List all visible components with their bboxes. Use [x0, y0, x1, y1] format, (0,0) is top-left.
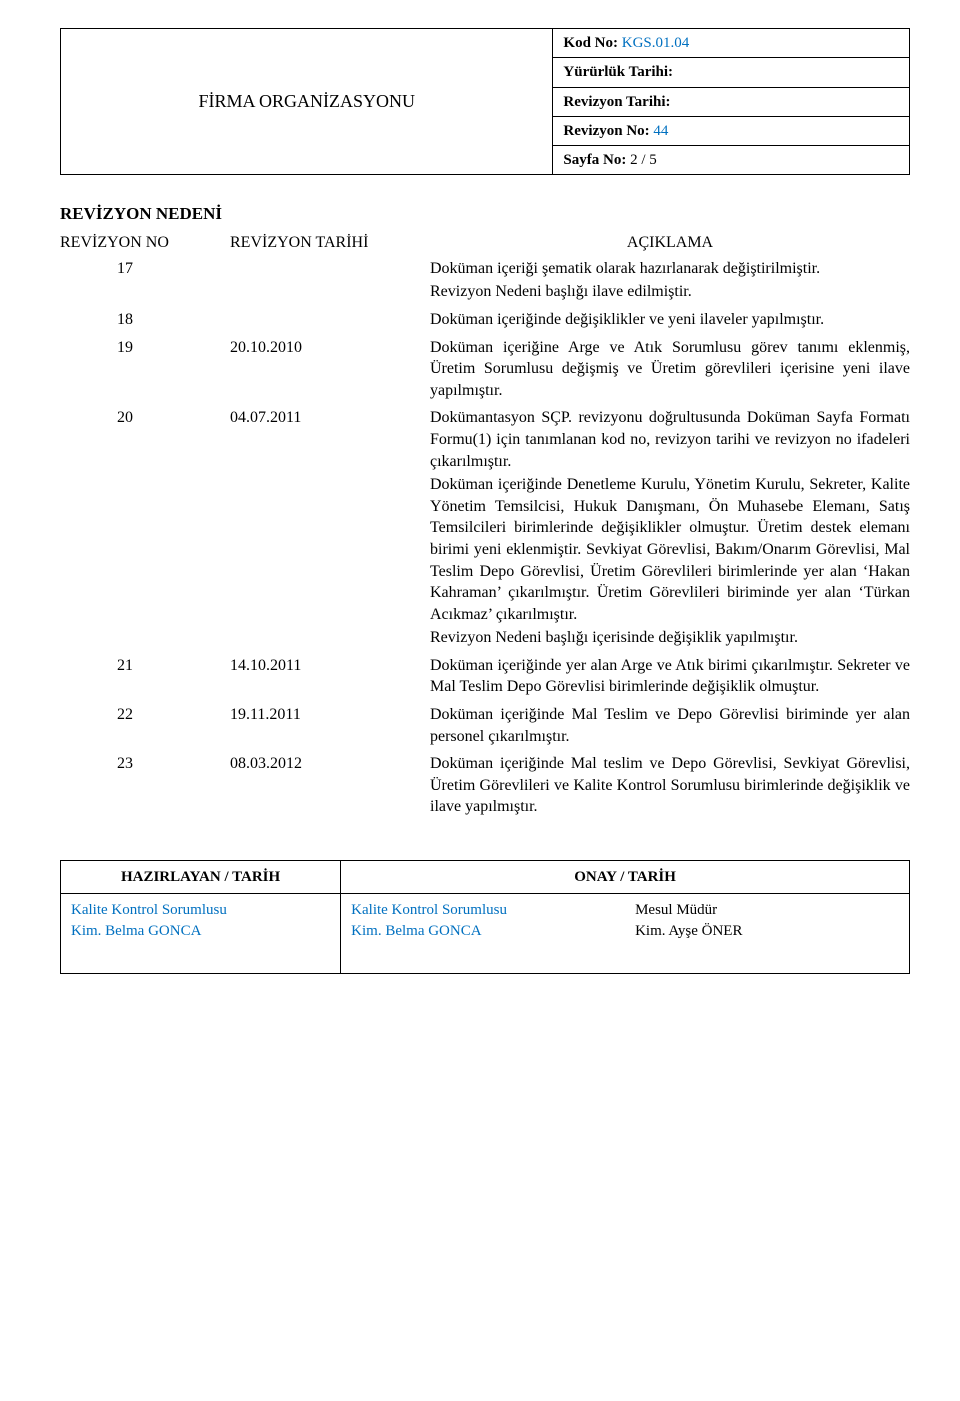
header-value: KGS.01.04	[622, 35, 690, 51]
rev-desc: Doküman içeriğinde Mal teslim ve Depo Gö…	[430, 753, 910, 820]
rev-date: 19.11.2011	[230, 704, 430, 749]
revision-table: REVİZYON NO REVİZYON TARİHİ AÇIKLAMA 17 D…	[60, 232, 910, 820]
rev-date: 14.10.2011	[230, 655, 430, 700]
header-label: Kod No:	[563, 35, 621, 51]
footer-right-role: Mesul Müdür	[635, 900, 899, 920]
rev-desc: Doküman içeriğinde değişiklikler ve yeni…	[430, 309, 910, 333]
header-meta-cell: Kod No: KGS.01.04 Yürürlük Tarihi: Reviz…	[553, 29, 910, 175]
footer-left-cell: Kalite Kontrol Sorumlusu Kim. Belma GONC…	[61, 894, 341, 974]
rev-desc: Doküman içeriği şematik olarak hazırlana…	[430, 258, 910, 305]
footer-left-role: Kalite Kontrol Sorumlusu	[71, 900, 330, 920]
rev-no: 17	[60, 258, 230, 305]
footer-left-name: Kim. Belma GONCA	[71, 921, 330, 941]
header-value: 2 / 5	[630, 152, 657, 168]
rev-date	[230, 258, 430, 305]
header-row-revtarih: Revizyon Tarihi:	[553, 87, 909, 116]
table-row: 18 Doküman içeriğinde değişiklikler ve ye…	[60, 309, 910, 333]
footer-mid-name: Kim. Belma GONCA	[351, 921, 615, 941]
footer-mid-cell: Kalite Kontrol Sorumlusu Kim. Belma GONC…	[341, 894, 625, 947]
header-label: Sayfa No:	[563, 152, 630, 168]
rev-no: 22	[60, 704, 230, 749]
col-header-desc: AÇIKLAMA	[430, 232, 910, 254]
footer-mid-role: Kalite Kontrol Sorumlusu	[351, 900, 615, 920]
header-value: 44	[653, 123, 668, 139]
rev-desc: Doküman içeriğinde yer alan Arge ve Atık…	[430, 655, 910, 700]
table-row: 2114.10.2011Doküman içeriğinde yer alan …	[60, 655, 910, 700]
table-row: 1920.10.2010Doküman içeriğine Arge ve At…	[60, 337, 910, 404]
col-header-date: REVİZYON TARİHİ	[230, 232, 430, 254]
header-meta-table: Kod No: KGS.01.04 Yürürlük Tarihi: Reviz…	[553, 29, 909, 174]
rev-desc: Doküman içeriğine Arge ve Atık Sorumlusu…	[430, 337, 910, 404]
rev-no: 23	[60, 753, 230, 820]
table-row: 17 Doküman içeriği şematik olarak hazırla…	[60, 258, 910, 305]
header-row-kodno: Kod No: KGS.01.04	[553, 29, 909, 58]
footer-right-cell: Kalite Kontrol Sorumlusu Kim. Belma GONC…	[341, 894, 910, 974]
header-row-yururluk: Yürürlük Tarihi:	[553, 58, 909, 87]
header-label: Revizyon Tarihi:	[563, 94, 670, 110]
document-header: FİRMA ORGANİZASYONU Kod No: KGS.01.04 Yü…	[60, 28, 910, 175]
col-header-no: REVİZYON NO	[60, 232, 230, 254]
footer-left-head: HAZIRLAYAN / TARİH	[61, 861, 341, 894]
header-title: FİRMA ORGANİZASYONU	[198, 91, 415, 111]
header-label: Yürürlük Tarihi:	[563, 64, 673, 80]
revision-header-row: REVİZYON NO REVİZYON TARİHİ AÇIKLAMA	[60, 232, 910, 254]
footer-table: HAZIRLAYAN / TARİH ONAY / TARİH Kalite K…	[60, 860, 910, 974]
table-row: 2308.03.2012Doküman içeriğinde Mal tesli…	[60, 753, 910, 820]
rev-no: 18	[60, 309, 230, 333]
rev-no: 19	[60, 337, 230, 404]
footer-right-name: Kim. Ayşe ÖNER	[635, 921, 899, 941]
header-label: Revizyon No:	[563, 123, 653, 139]
header-row-sayfano: Sayfa No: 2 / 5	[553, 146, 909, 175]
table-row: 2219.11.2011Doküman içeriğinde Mal Tesli…	[60, 704, 910, 749]
header-title-cell: FİRMA ORGANİZASYONU	[61, 29, 553, 175]
footer-right-inner-cell: Mesul Müdür Kim. Ayşe ÖNER	[625, 894, 909, 947]
table-row: 2004.07.2011Dokümantasyon SÇP. revizyonu…	[60, 407, 910, 651]
header-row-revno: Revizyon No: 44	[553, 116, 909, 145]
rev-date: 08.03.2012	[230, 753, 430, 820]
rev-no: 21	[60, 655, 230, 700]
footer-right-head: ONAY / TARİH	[341, 861, 910, 894]
rev-date: 04.07.2011	[230, 407, 430, 651]
section-title: REVİZYON NEDENİ	[60, 203, 910, 226]
rev-desc: Dokümantasyon SÇP. revizyonu doğrultusun…	[430, 407, 910, 651]
rev-no: 20	[60, 407, 230, 651]
rev-date: 20.10.2010	[230, 337, 430, 404]
rev-desc: Doküman içeriğinde Mal Teslim ve Depo Gö…	[430, 704, 910, 749]
rev-date	[230, 309, 430, 333]
